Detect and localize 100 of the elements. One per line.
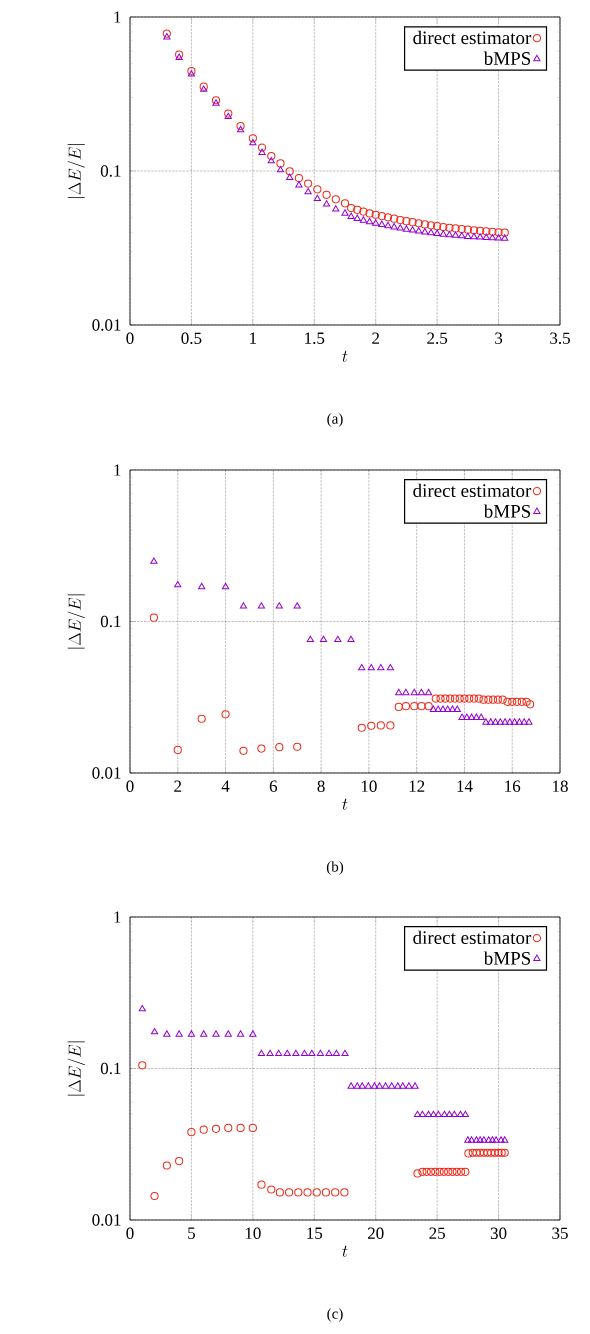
point [300, 1049, 309, 1057]
point [390, 214, 399, 223]
point [384, 221, 392, 229]
point [458, 713, 466, 720]
x-tick-label: 2 [174, 780, 182, 792]
point [444, 1167, 453, 1176]
point [510, 718, 519, 725]
point [275, 602, 283, 609]
legend-label: direct estimator [413, 30, 532, 45]
point [467, 713, 476, 720]
point [483, 1148, 492, 1157]
x-axis-title: $t$ [342, 350, 348, 362]
point [347, 203, 356, 213]
x-tick-label: 2 [372, 332, 380, 344]
point [488, 227, 497, 236]
point [439, 230, 447, 237]
point [418, 1167, 427, 1176]
point [426, 221, 436, 230]
point [474, 694, 483, 703]
point [236, 1030, 245, 1037]
point [418, 1110, 427, 1118]
point [402, 225, 411, 232]
point [410, 702, 419, 711]
point [293, 602, 301, 609]
point [377, 663, 385, 671]
point [276, 165, 285, 173]
point [276, 159, 285, 168]
point [429, 705, 438, 712]
point [461, 1110, 470, 1118]
point [464, 232, 472, 239]
x-tick-label: 0 [126, 1227, 134, 1240]
point [436, 694, 445, 703]
point [175, 1156, 184, 1166]
x-tick-label: 10 [361, 780, 377, 793]
point [386, 663, 395, 671]
x-tick-label: 0 [126, 332, 134, 345]
point [463, 225, 472, 234]
point [482, 718, 490, 725]
point [484, 695, 493, 704]
point [267, 1185, 276, 1194]
point [477, 713, 485, 720]
point [445, 1110, 454, 1118]
x-tick-label: 3 [495, 332, 503, 344]
point [394, 1082, 402, 1089]
point [414, 219, 423, 228]
point [341, 209, 349, 216]
point [353, 205, 362, 214]
point [294, 173, 304, 183]
point [275, 1049, 283, 1057]
point [485, 1136, 493, 1143]
point [417, 688, 426, 696]
y-tick-label: 1 [114, 911, 121, 923]
point [390, 223, 398, 230]
point [304, 187, 312, 195]
point [488, 1136, 497, 1143]
point [293, 742, 302, 751]
point [163, 33, 171, 40]
point [501, 234, 509, 241]
point [497, 1148, 506, 1157]
point [377, 211, 386, 221]
legend-label: bMPS [483, 951, 531, 965]
point [286, 173, 294, 180]
x-tick-label: 15 [307, 1227, 323, 1239]
point [415, 227, 423, 234]
x-tick-label: 14 [457, 780, 473, 792]
point [456, 1110, 465, 1118]
point [517, 697, 526, 706]
point [347, 1082, 355, 1089]
point [353, 1082, 361, 1089]
point [444, 705, 452, 712]
point [395, 688, 403, 696]
point [435, 1167, 444, 1176]
point [211, 1124, 221, 1133]
point [467, 1136, 476, 1143]
point [376, 721, 385, 730]
point [292, 1049, 300, 1057]
point [420, 220, 429, 229]
point [494, 228, 503, 237]
y-axis-title: $|\Delta E/E|$ [67, 1041, 85, 1096]
y-tick-label: 0.01 [92, 767, 121, 779]
point [285, 1188, 294, 1197]
point [248, 134, 257, 143]
point [434, 1110, 442, 1118]
point [285, 167, 294, 176]
legend-label: bMPS [483, 51, 531, 65]
point [496, 718, 504, 725]
point [249, 1030, 257, 1037]
point [490, 1148, 499, 1157]
point [295, 180, 303, 188]
point [431, 694, 440, 703]
point [452, 1167, 461, 1176]
point [408, 218, 417, 227]
point [365, 209, 374, 218]
point [492, 1136, 500, 1143]
point [394, 702, 403, 712]
point [411, 1082, 419, 1089]
point [476, 233, 484, 240]
point [440, 1110, 449, 1118]
y-tick-label: 0.1 [100, 165, 121, 177]
point [401, 702, 411, 711]
